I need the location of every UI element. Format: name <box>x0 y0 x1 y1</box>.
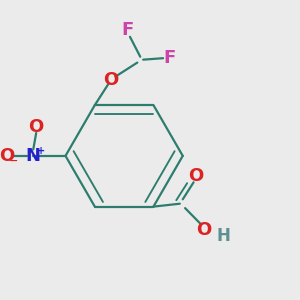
Text: O: O <box>103 71 118 89</box>
Text: H: H <box>217 227 231 245</box>
Text: F: F <box>121 21 133 39</box>
Text: N: N <box>26 147 41 165</box>
Text: O: O <box>0 147 14 165</box>
Text: O: O <box>28 118 44 136</box>
Text: O: O <box>196 221 211 239</box>
Text: F: F <box>164 49 176 67</box>
Text: +: + <box>37 146 45 156</box>
Text: O: O <box>188 167 204 185</box>
Text: −: − <box>9 156 18 166</box>
